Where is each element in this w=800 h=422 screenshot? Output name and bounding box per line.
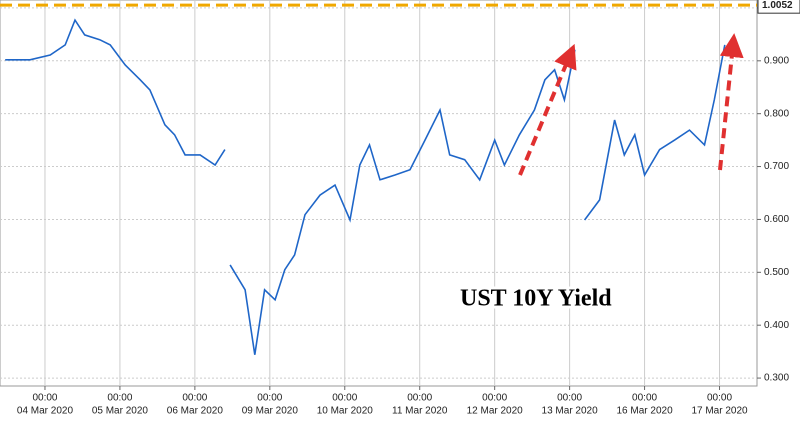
x-date-label: 13 Mar 2020 — [542, 406, 599, 417]
x-date-label: 04 Mar 2020 — [17, 406, 74, 417]
y-tick-label: 0.400 — [764, 320, 789, 331]
arrow — [518, 43, 577, 176]
x-tick-label: 00:00 — [32, 393, 57, 404]
x-tick-label: 00:00 — [482, 393, 507, 404]
x-date-label: 12 Mar 2020 — [467, 406, 524, 417]
arrow — [718, 33, 744, 171]
y-tick-label: 0.900 — [764, 55, 789, 66]
y-tick-label: 0.300 — [764, 373, 789, 384]
annotation: UST 10Y Yield — [460, 286, 612, 312]
annotation-halo: UST 10Y Yield — [460, 286, 612, 312]
x-date-label: 05 Mar 2020 — [92, 406, 149, 417]
x-tick-label: 00:00 — [707, 393, 732, 404]
x-tick-label: 00:00 — [557, 393, 582, 404]
reference-label-box — [757, 0, 800, 14]
plot-area — [0, 0, 758, 387]
x-tick-label: 00:00 — [257, 393, 282, 404]
x-date-label: 06 Mar 2020 — [167, 406, 224, 417]
x-tick-label: 00:00 — [407, 393, 432, 404]
x-tick-label: 00:00 — [332, 393, 357, 404]
y-tick-label: 0.500 — [764, 267, 789, 278]
reference-label: 1.0052 — [762, 0, 793, 11]
y-tick-label: 0.800 — [764, 108, 789, 119]
y-tick-label: 0.600 — [764, 214, 789, 225]
x-tick-label: 00:00 — [632, 393, 657, 404]
x-date-label: 11 Mar 2020 — [392, 406, 448, 417]
x-date-label: 09 Mar 2020 — [242, 406, 299, 417]
x-date-label: 16 Mar 2020 — [616, 406, 673, 417]
line-series — [5, 18, 726, 355]
x-date-label: 17 Mar 2020 — [691, 406, 748, 417]
y-tick-label: 0.700 — [764, 161, 789, 172]
x-tick-label: 00:00 — [107, 393, 132, 404]
x-tick-label: 00:00 — [182, 393, 207, 404]
x-date-label: 10 Mar 2020 — [317, 406, 374, 417]
